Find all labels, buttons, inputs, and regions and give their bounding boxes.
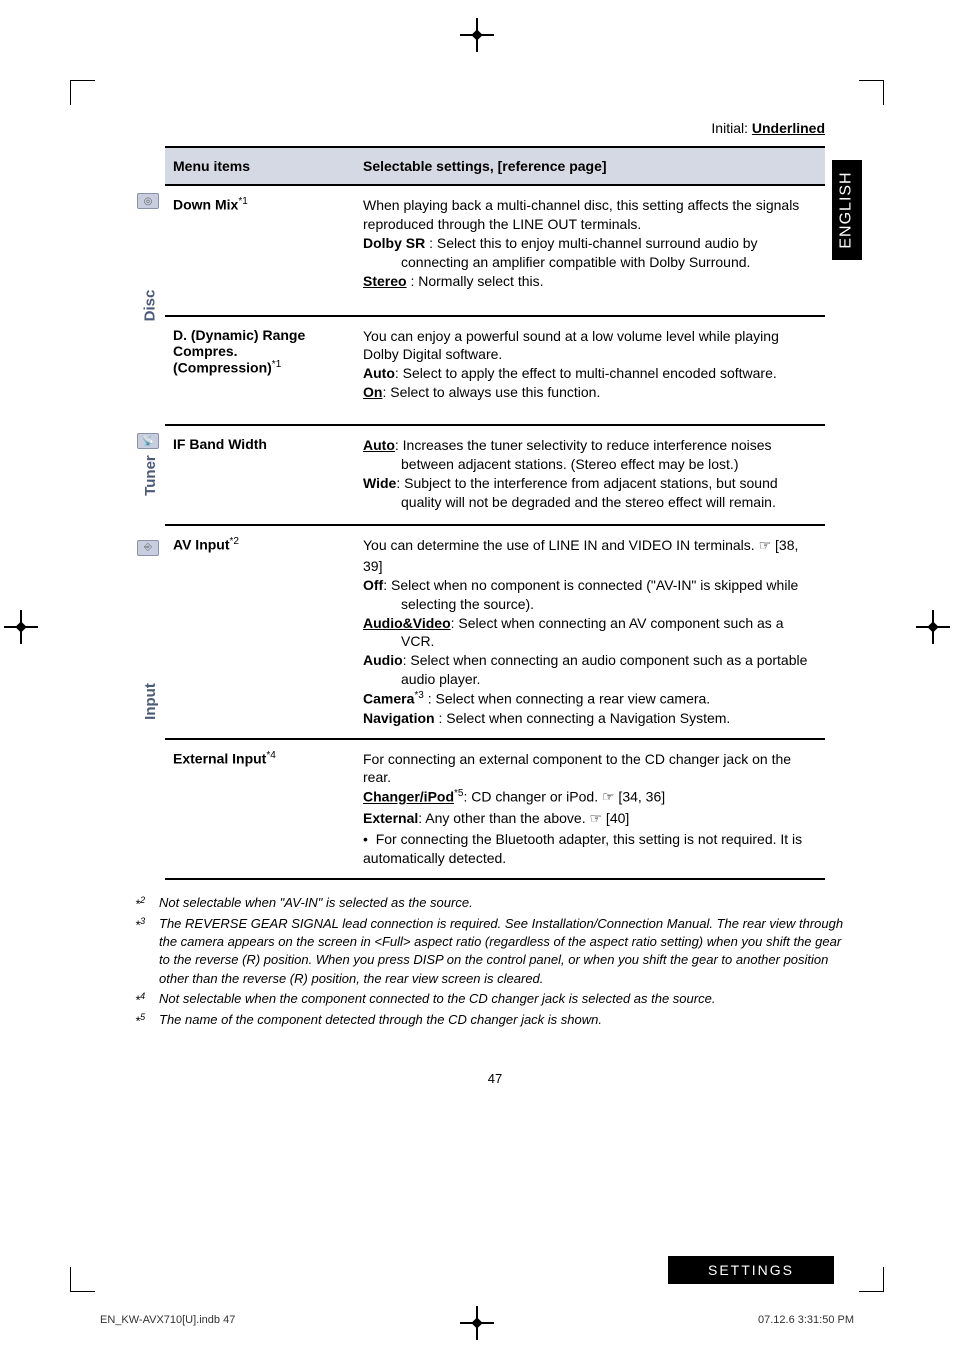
initial-line: Initial: Underlined (135, 120, 855, 136)
row-drc-desc: You can enjoy a powerful sound at a low … (355, 316, 825, 425)
cat-tuner: Tuner (142, 455, 159, 496)
crop-mark-left (14, 620, 28, 634)
initial-label: Initial: (711, 120, 748, 136)
input-icon: ⎆ (137, 540, 159, 556)
disc-icon: ◎ (137, 193, 159, 209)
header-sel: Selectable settings, [reference page] (355, 147, 825, 185)
header-menu: Menu items (165, 147, 355, 185)
initial-value: Underlined (752, 120, 825, 136)
row-ext-desc: For connecting an external component to … (355, 739, 825, 879)
crop-mark-top (470, 28, 484, 42)
tuner-icon: 📡 (137, 433, 159, 449)
row-drc-title: D. (Dynamic) Range Compres. (Compression… (165, 316, 355, 425)
footnote-5: The name of the component detected throu… (159, 1011, 855, 1031)
row-ext-title: External Input*4 (165, 739, 355, 879)
section-box: SETTINGS (668, 1256, 834, 1284)
row-downmix-desc: When playing back a multi-channel disc, … (355, 185, 825, 316)
cat-input: Input (142, 683, 159, 720)
cat-disc: Disc (142, 289, 159, 321)
row-ifband-desc: Auto: Increases the tuner selectivity to… (355, 425, 825, 525)
footnote-3: The REVERSE GEAR SIGNAL lead connection … (159, 915, 855, 988)
footnote-4: Not selectable when the component connec… (159, 990, 855, 1010)
footnote-2: Not selectable when "AV-IN" is selected … (159, 894, 855, 914)
crop-mark-right (926, 620, 940, 634)
crop-mark-bottom (470, 1316, 484, 1330)
footer-left: EN_KW-AVX710[U].indb 47 (100, 1314, 235, 1326)
row-downmix-title: Down Mix*1 (165, 185, 355, 316)
row-avin-title: AV Input*2 (165, 525, 355, 739)
row-ifband-title: IF Band Width (165, 425, 355, 525)
row-avin-desc: You can determine the use of LINE IN and… (355, 525, 825, 739)
footnotes: *2 Not selectable when "AV-IN" is select… (135, 894, 855, 1031)
footer-right: 07.12.6 3:31:50 PM (758, 1314, 854, 1326)
settings-table: Menu items Selectable settings, [referen… (135, 146, 825, 880)
page-content: Initial: Underlined Menu items Selectabl… (135, 120, 855, 1086)
page-number: 47 (135, 1071, 855, 1086)
